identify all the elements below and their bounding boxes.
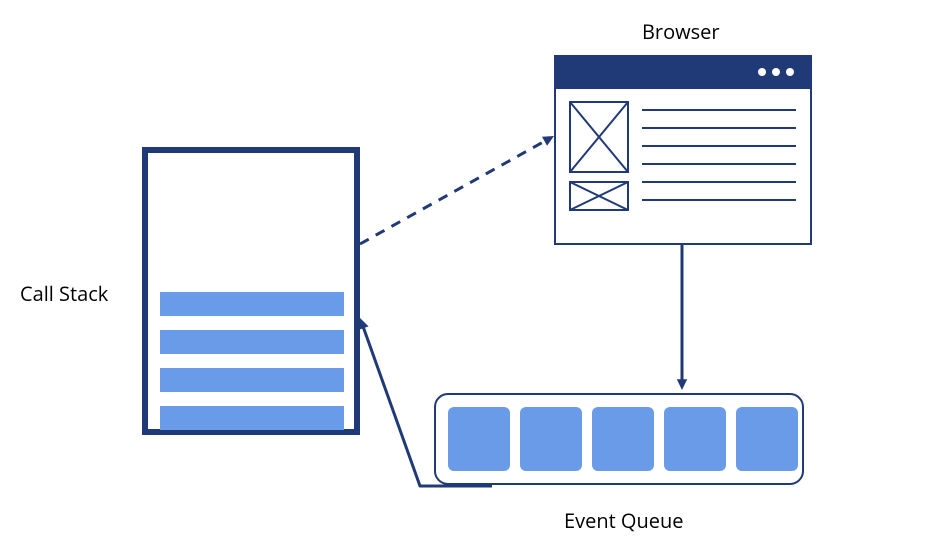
- queue-item: [592, 407, 654, 471]
- browser-label: Browser: [642, 18, 720, 45]
- queue-item: [736, 407, 798, 471]
- window-control-dot: [786, 68, 794, 76]
- stack-frame: [160, 406, 344, 430]
- queue-item: [520, 407, 582, 471]
- stack-frame: [160, 368, 344, 392]
- window-control-dot: [772, 68, 780, 76]
- queue-item: [664, 407, 726, 471]
- window-control-dot: [758, 68, 766, 76]
- stack-frame: [160, 292, 344, 316]
- stack-frame: [160, 330, 344, 354]
- queue-item: [448, 407, 510, 471]
- event-queue-label: Event Queue: [564, 507, 683, 534]
- call-stack-label: Call Stack: [20, 280, 108, 307]
